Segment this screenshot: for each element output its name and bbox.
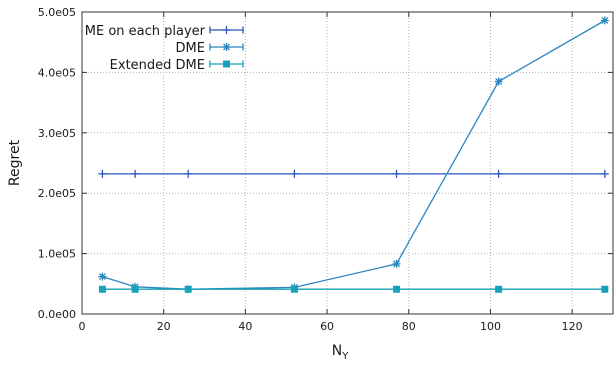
plot-area-frame bbox=[81, 11, 614, 315]
x-axis-title-subscript: Y bbox=[341, 351, 349, 362]
legend-label: DME bbox=[176, 41, 205, 56]
plus-marker bbox=[392, 169, 401, 178]
asterisk-marker bbox=[98, 272, 107, 281]
square-marker bbox=[98, 285, 106, 293]
y-tick-label: 5.0e05 bbox=[38, 6, 76, 19]
plus-marker bbox=[494, 169, 503, 178]
x-tick-label: 80 bbox=[402, 320, 416, 333]
x-axis: 0 20 40 60 80 100 120 bbox=[79, 12, 583, 333]
y-tick-label: 0.0e00 bbox=[38, 308, 76, 321]
legend-label: ME on each player bbox=[85, 24, 206, 39]
y-tick-label: 4.0e05 bbox=[38, 66, 76, 79]
plus-marker bbox=[222, 26, 231, 34]
series-3 bbox=[98, 285, 609, 293]
square-marker bbox=[601, 285, 609, 293]
asterisk-marker bbox=[494, 77, 503, 86]
square-marker bbox=[290, 285, 298, 293]
x-axis-title: NY bbox=[332, 343, 349, 362]
y-axis-title: Regret bbox=[7, 139, 23, 186]
legend-item: ME on each player bbox=[85, 24, 244, 39]
plus-marker bbox=[184, 169, 193, 178]
series-lines bbox=[98, 16, 609, 294]
x-tick-label: 120 bbox=[562, 320, 583, 333]
y-tick-label: 1.0e05 bbox=[38, 248, 76, 261]
legend-item: DME bbox=[176, 41, 244, 56]
square-marker bbox=[184, 285, 192, 293]
x-tick-label: 40 bbox=[238, 320, 252, 333]
y-axis: 0.0e00 1.0e05 2.0e05 3.0e05 4.0e05 5.0e05 bbox=[38, 6, 613, 321]
x-axis-title-main: N bbox=[332, 343, 342, 359]
square-marker bbox=[393, 285, 401, 293]
plus-marker bbox=[600, 169, 609, 178]
x-tick-label: 100 bbox=[480, 320, 501, 333]
legend: ME on each player DME Extended DME bbox=[85, 24, 244, 73]
y-tick-label: 3.0e05 bbox=[38, 127, 76, 140]
square-marker bbox=[223, 60, 230, 68]
x-tick-label: 20 bbox=[157, 320, 171, 333]
asterisk-marker bbox=[222, 43, 231, 51]
plus-marker bbox=[98, 169, 107, 178]
plus-marker bbox=[290, 169, 299, 178]
grid bbox=[82, 12, 613, 314]
asterisk-marker bbox=[600, 16, 609, 25]
x-tick-label: 60 bbox=[320, 320, 334, 333]
asterisk-marker bbox=[392, 259, 401, 268]
legend-label: Extended DME bbox=[110, 58, 205, 73]
square-marker bbox=[495, 285, 503, 293]
plus-marker bbox=[131, 169, 140, 178]
square-marker bbox=[131, 285, 139, 293]
x-tick-label: 0 bbox=[79, 320, 86, 333]
legend-item: Extended DME bbox=[110, 58, 244, 73]
series-1 bbox=[98, 169, 609, 178]
y-tick-label: 2.0e05 bbox=[38, 187, 76, 200]
